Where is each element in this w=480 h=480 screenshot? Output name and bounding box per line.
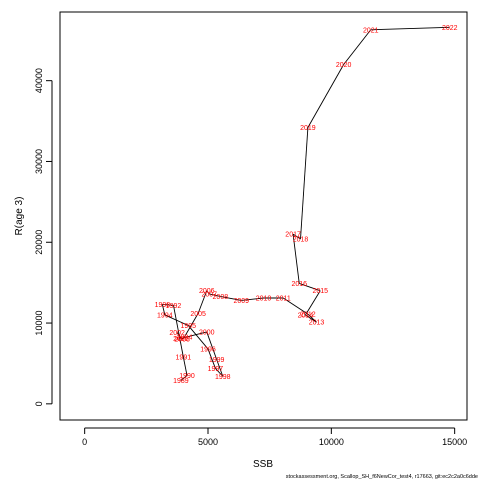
- series-segment: [184, 313, 199, 338]
- series-segment: [181, 336, 185, 340]
- series-segment: [180, 375, 188, 381]
- year-label: 2010: [256, 296, 272, 303]
- series-segment: [164, 314, 189, 326]
- series-segment: [305, 314, 317, 323]
- year-label: 2015: [312, 288, 328, 295]
- year-label: 1993: [155, 302, 171, 309]
- year-label: 2019: [300, 125, 316, 132]
- series-segment: [216, 359, 224, 377]
- year-label: 1995: [180, 323, 196, 330]
- series-segment: [307, 64, 345, 128]
- x-axis-label: SSB: [253, 459, 273, 470]
- series-segment: [180, 331, 207, 339]
- year-label: 1994: [157, 312, 173, 319]
- y-tick-label: 30000: [34, 149, 44, 174]
- year-label: 1990: [179, 373, 195, 380]
- series-segment: [187, 325, 209, 350]
- year-label: 1992: [166, 303, 182, 310]
- series-segment: [206, 290, 210, 295]
- year-label: 2007: [201, 291, 217, 298]
- year-label: 1999: [209, 357, 225, 364]
- year-label: 2018: [293, 237, 309, 244]
- year-label: 2012: [300, 312, 316, 319]
- year-label: 2004: [177, 334, 193, 341]
- year-label: 1989: [173, 378, 189, 385]
- year-label: 1997: [208, 366, 224, 373]
- year-label: 2020: [336, 62, 352, 69]
- series-segment: [300, 127, 309, 240]
- series-segment: [241, 297, 264, 301]
- series-segment: [162, 304, 174, 306]
- y-tick-label: 40000: [34, 68, 44, 93]
- series-segment: [161, 304, 166, 316]
- series-segment: [176, 332, 183, 340]
- x-tick-label: 10000: [319, 437, 344, 447]
- year-label: 1991: [176, 354, 192, 361]
- year-label: 2009: [234, 298, 250, 305]
- year-label: 2022: [442, 25, 458, 32]
- series-segment: [209, 293, 221, 297]
- year-label: 2013: [309, 320, 325, 327]
- series-segment: [299, 283, 321, 292]
- series-segment: [282, 297, 309, 315]
- year-label: 2014: [298, 312, 314, 319]
- year-label: 2003: [174, 337, 190, 344]
- x-axis: 0 5000 10000 15000: [82, 427, 467, 447]
- series-segment: [220, 295, 242, 301]
- series-segment: [182, 356, 188, 376]
- series-segment: [305, 290, 321, 316]
- x-tick-label: 5000: [198, 437, 218, 447]
- series-segment: [215, 367, 224, 377]
- year-label: 2008: [213, 294, 229, 301]
- series-segment: [197, 290, 208, 314]
- series-segment: [292, 234, 300, 284]
- year-label: 2016: [291, 281, 307, 288]
- year-label: 2001: [173, 336, 189, 343]
- year-label: 2006: [199, 288, 215, 295]
- series-segment: [206, 331, 218, 360]
- y-tick-label: 0: [34, 401, 44, 406]
- year-label: 2021: [363, 27, 379, 34]
- series-segment: [292, 233, 301, 240]
- year-label: 2000: [199, 329, 215, 336]
- series-segment: [370, 26, 450, 31]
- series-segment: [207, 348, 216, 369]
- y-axis-label: R(age 3): [14, 197, 25, 236]
- y-axis: 0 10000 20000 30000 40000: [34, 68, 53, 406]
- series-segment: [343, 29, 372, 65]
- footer-text: stockassessment.org, Scallop_SH_f6NewCor…: [286, 474, 478, 480]
- year-label: 2017: [285, 232, 301, 239]
- y-tick-label: 20000: [34, 230, 44, 255]
- x-tick-label: 15000: [442, 437, 467, 447]
- recruitment-series: [161, 26, 450, 381]
- year-label: 2011: [276, 296, 291, 303]
- x-tick-label: 0: [82, 437, 87, 447]
- year-label: 2002: [169, 330, 185, 337]
- year-label: 1998: [215, 374, 231, 381]
- plot-frame: [59, 11, 468, 421]
- series-segment: [173, 305, 184, 358]
- year-label: 2005: [190, 311, 206, 318]
- y-tick-label: 10000: [34, 311, 44, 336]
- year-label: 1996: [200, 346, 216, 353]
